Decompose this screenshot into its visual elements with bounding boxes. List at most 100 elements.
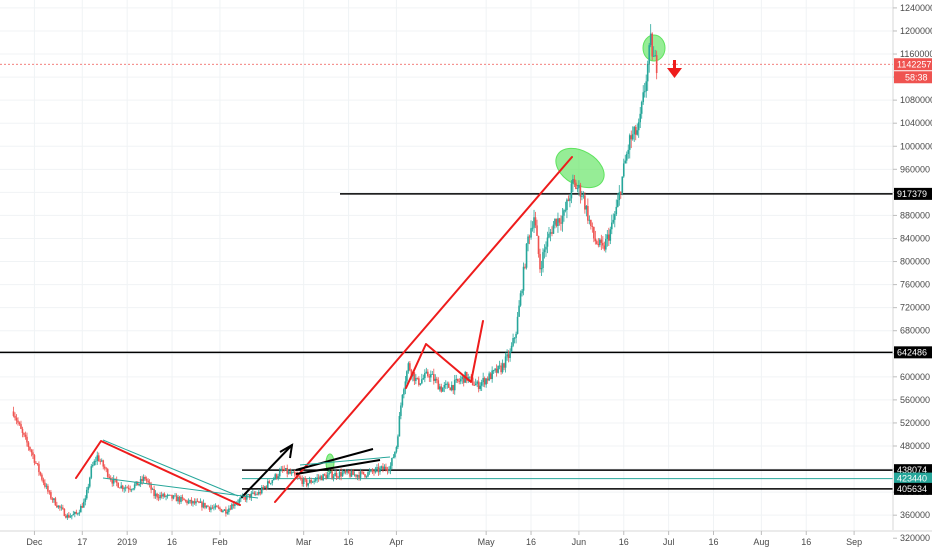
candle-body [83, 501, 85, 508]
triangle-midline[interactable] [299, 456, 391, 466]
x-tick-label: Dec [26, 537, 43, 547]
candle-body [392, 457, 395, 458]
candle-body [262, 487, 265, 488]
candle-body [298, 476, 300, 478]
trend-line[interactable] [274, 156, 573, 503]
candle-body [479, 385, 481, 389]
candle-body [367, 472, 369, 477]
channel-line-upper[interactable] [102, 439, 239, 497]
channel-line-lower[interactable] [102, 477, 259, 499]
time-axis[interactable]: Dec 17 2019 16 Feb Mar 16 Apr May 16 Jun 16 Jul 16 Aug… [26, 531, 862, 547]
candle-body [195, 501, 197, 504]
y-tick-label: 1080000 [900, 95, 932, 105]
candle-body [286, 468, 289, 474]
candle-body [189, 499, 191, 502]
candle-body [268, 481, 271, 484]
candle-body [165, 496, 167, 497]
candle-body [395, 447, 398, 452]
candle-body [277, 476, 280, 479]
candle-body [80, 506, 82, 513]
last-price-label-box [894, 58, 932, 71]
candle-body [430, 374, 432, 378]
y-tick-label: 760000 [900, 280, 930, 290]
trend-line[interactable] [75, 440, 241, 506]
candle-body [213, 507, 215, 509]
candle-body [123, 488, 125, 490]
candle-body [621, 176, 624, 195]
x-tick-label: Sep [846, 537, 862, 547]
candle-body [567, 199, 570, 201]
candle-body [159, 494, 161, 499]
y-tick-label: 1160000 [900, 49, 932, 59]
candle-body [459, 379, 462, 382]
candle-body [394, 451, 396, 458]
candle-body [377, 467, 380, 473]
candle-body [557, 218, 559, 227]
price-axis-background [893, 0, 932, 550]
candle-body [88, 477, 91, 487]
candle-body [59, 505, 61, 508]
candle-body [23, 432, 25, 435]
candle-body [78, 512, 81, 514]
candle-body [453, 379, 456, 391]
candle-body [401, 394, 404, 406]
x-tick-label: 16 [526, 537, 536, 547]
candle-body [190, 499, 193, 504]
candle-body [180, 496, 182, 502]
candle-body [139, 479, 142, 485]
candle-body [610, 222, 613, 230]
level-label-box [894, 187, 932, 200]
candle-body [307, 483, 309, 486]
candle-body [368, 471, 371, 473]
candle-body [204, 502, 206, 508]
y-tick-label: 680000 [900, 326, 930, 336]
candle-body [192, 501, 194, 504]
candle-body [323, 474, 326, 476]
candle-body [111, 480, 114, 484]
candle-body [186, 500, 188, 504]
candle-body [645, 81, 648, 92]
candle-body [485, 378, 487, 385]
triangle-line-lower[interactable] [295, 459, 381, 475]
candle-body [12, 411, 15, 416]
candle-body [108, 476, 111, 478]
x-tick-label: Jul [663, 537, 675, 547]
candle-body [555, 218, 558, 227]
candle-body [639, 113, 642, 123]
candle-body [292, 472, 295, 473]
candle-body [561, 215, 564, 224]
candle-body [488, 373, 490, 381]
trend-line[interactable] [405, 320, 484, 389]
candle-body [434, 378, 437, 381]
candle-body [597, 243, 600, 246]
y-tick-label: 600000 [900, 372, 930, 382]
candle-body [513, 337, 516, 339]
candle-body [162, 493, 164, 497]
candle-body [554, 218, 556, 225]
y-tick-label: 360000 [900, 510, 930, 520]
level-label: 917379 [897, 189, 927, 199]
candle-body [506, 354, 508, 357]
candle-body [41, 474, 43, 480]
candle-body [495, 368, 498, 373]
arrow-line[interactable] [241, 444, 293, 498]
candle-body [178, 497, 181, 502]
candle-body [114, 478, 117, 480]
candle-body [587, 205, 589, 221]
y-tick-label: 960000 [900, 164, 930, 174]
candle-body [181, 496, 184, 499]
candle-body [258, 491, 260, 495]
candle-body [255, 493, 257, 495]
candle-body [388, 470, 390, 472]
candle-body [491, 370, 493, 380]
candle-body [304, 478, 306, 480]
candle-body [524, 266, 526, 268]
candle-body [193, 501, 196, 504]
candle-body [42, 479, 45, 483]
candle-body [38, 464, 40, 473]
candle-body [438, 386, 441, 390]
candle-body [299, 477, 302, 479]
triangle-line-upper[interactable] [295, 448, 374, 471]
